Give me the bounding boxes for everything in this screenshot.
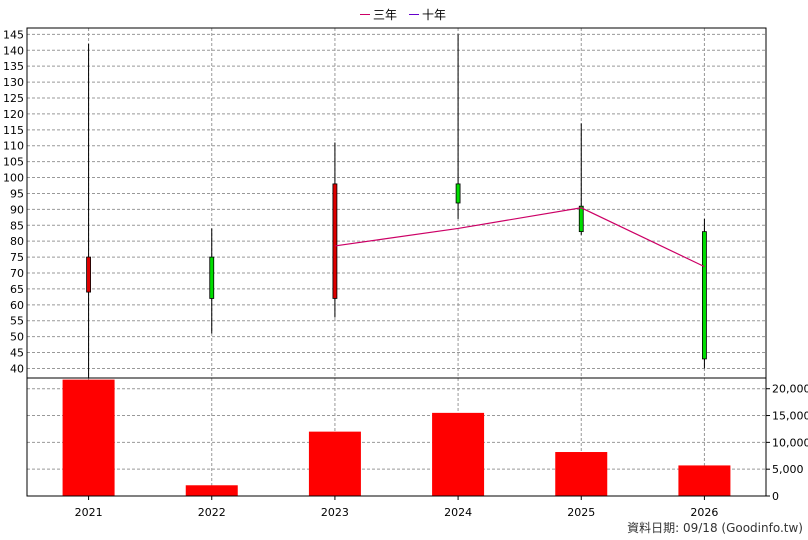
legend-item-3yr: 三年 (360, 6, 397, 23)
price-tick-label: 135 (3, 60, 24, 73)
volume-bar (308, 431, 361, 496)
price-tick-label: 120 (3, 108, 24, 121)
legend: 三年 十年 (360, 6, 446, 23)
candle-body (86, 256, 91, 293)
average-lines (334, 207, 705, 268)
volume-y-axis: 0 5,000 10,000 15,000 20,000 (766, 383, 808, 503)
candle-body (702, 231, 707, 360)
price-tick-label: 45 (10, 347, 24, 360)
volume-bar (185, 485, 238, 496)
legend-label-10yr: 十年 (422, 8, 447, 22)
price-tick-label: 50 (10, 331, 24, 344)
legend-swatch-10yr (409, 14, 420, 15)
price-panel-border (26, 27, 767, 379)
candles (86, 34, 707, 378)
price-tick-label: 65 (10, 283, 24, 296)
volume-bar (62, 379, 115, 496)
x-tick-label: 2026 (690, 506, 718, 519)
legend-item-10yr: 十年 (409, 6, 446, 23)
candle-body (455, 183, 461, 204)
price-tick-label: 75 (10, 251, 24, 264)
x-tick-label: 2023 (321, 506, 349, 519)
series-line (334, 207, 705, 268)
x-tick-label: 2022 (198, 506, 226, 519)
volume-tick-label: 20,000 (772, 383, 808, 396)
candle-body (332, 183, 338, 299)
volume-grid (27, 378, 766, 496)
price-tick-label: 125 (3, 92, 24, 105)
volume-panel-border (26, 377, 767, 497)
price-tick-label: 130 (3, 76, 24, 89)
legend-label-3yr: 三年 (373, 8, 398, 22)
price-tick-label: 60 (10, 299, 24, 312)
price-y-axis: 40 45 50 55 60 65 70 75 80 85 90 95 100 105 110 115 120 1… (3, 28, 24, 375)
volume-tick-label: 15,000 (772, 410, 808, 423)
price-tick-label: 100 (3, 172, 24, 185)
candle-body (209, 256, 215, 299)
legend-swatch-3yr (360, 14, 370, 15)
candle-body (578, 205, 584, 233)
price-tick-label: 105 (3, 156, 24, 169)
volume-tick-label: 0 (772, 490, 779, 503)
volume-bar (432, 412, 485, 496)
x-tick-label: 2025 (567, 506, 595, 519)
price-tick-label: 145 (3, 28, 24, 41)
plot-frame (26, 27, 767, 497)
volume-bars (62, 379, 731, 496)
price-tick-label: 70 (10, 267, 24, 280)
price-tick-label: 55 (10, 315, 24, 328)
price-tick-label: 115 (3, 124, 24, 137)
volume-bar (678, 465, 731, 496)
source-text: 資料日期: 09/18 (Goodinfo.tw) (627, 521, 803, 535)
price-tick-label: 85 (10, 219, 24, 232)
x-tick-label: 2024 (444, 506, 472, 519)
x-axis: 2021 2022 2023 2024 2025 2026 (75, 496, 718, 519)
x-tick-label: 2021 (75, 506, 103, 519)
price-grid (27, 28, 766, 378)
volume-bar (555, 452, 608, 496)
price-tick-label: 40 (10, 362, 24, 375)
price-tick-label: 95 (10, 187, 24, 200)
volume-tick-label: 5,000 (772, 463, 804, 476)
price-tick-label: 110 (3, 140, 24, 153)
volume-tick-label: 10,000 (772, 436, 808, 449)
price-tick-label: 90 (10, 203, 24, 216)
price-tick-label: 140 (3, 44, 24, 57)
price-tick-label: 80 (10, 235, 24, 248)
